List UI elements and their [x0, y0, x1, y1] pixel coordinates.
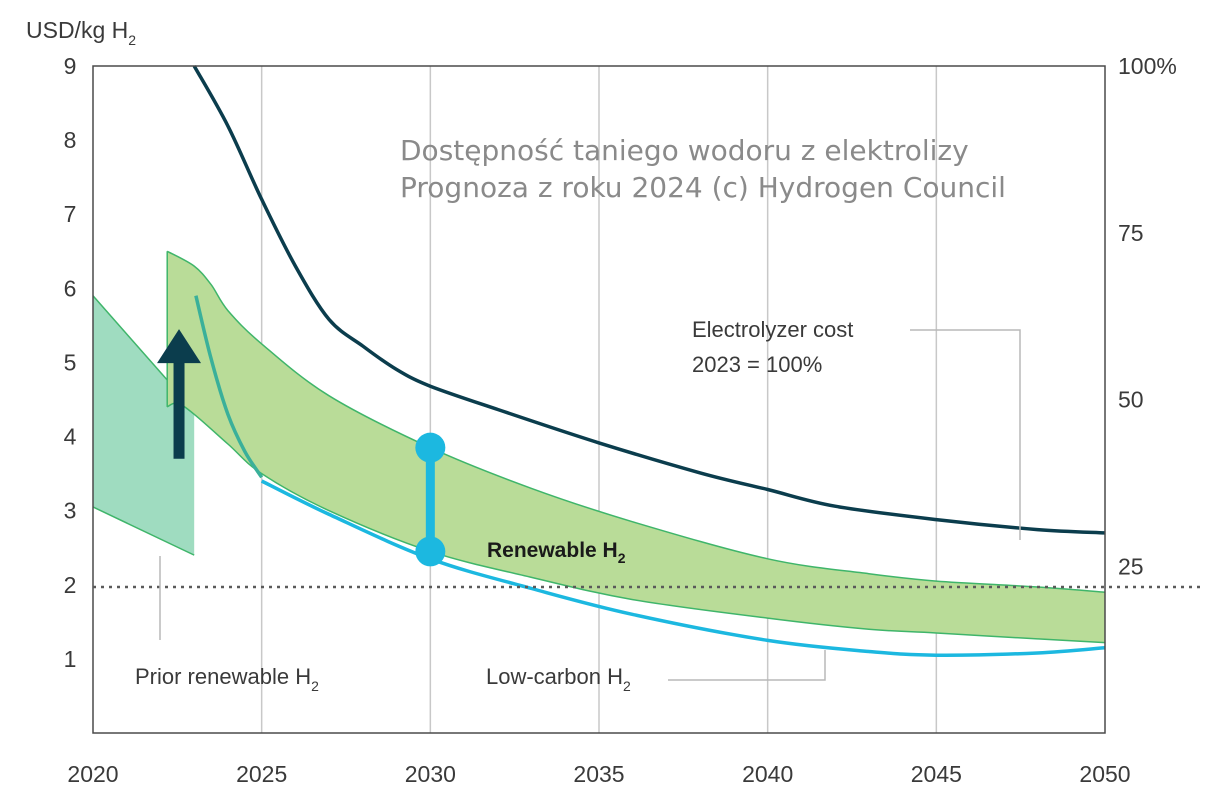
electrolyzer-annotation-line-2: 2023 = 100%: [692, 352, 822, 377]
x-tick-label: 2020: [67, 761, 118, 787]
x-tick-label: 2050: [1079, 761, 1130, 787]
grid-lines: [260, 66, 938, 733]
y-left-tick-label: 6: [64, 275, 77, 301]
y-right-tick-label: 50: [1118, 387, 1144, 413]
prior-renewable-band: [93, 295, 195, 556]
y-left-tick-label: 9: [64, 53, 77, 79]
tick-labels: 2020 2025 2030 2035 2040 2045 2050 1 2 3 4 5 6 7 8 9 25 5…: [64, 53, 1177, 787]
y-left-tick-label: 4: [64, 424, 77, 450]
prior-renewable-label: Prior renewable H2: [135, 664, 319, 694]
data-bands: [92, 250, 1106, 644]
renewable-label: Renewable H2: [487, 539, 626, 566]
markers: [93, 329, 1200, 589]
low-carbon-label: Low-carbon H2: [486, 664, 631, 694]
y-left-tick-label: 8: [64, 127, 77, 153]
y-left-tick-label: 5: [64, 349, 77, 375]
gap-marker-top: [415, 432, 446, 463]
y-left-tick-label: 1: [64, 646, 77, 672]
renewable-steep-line: [194, 295, 264, 479]
data-lines: [192, 65, 1106, 657]
up-arrow-head: [157, 329, 202, 364]
overlay-title-line-2: Prognoza z roku 2024 (c) Hydrogen Counci…: [400, 171, 1006, 204]
x-tick-label: 2035: [573, 761, 624, 787]
renewable-upper-edge: [166, 250, 1106, 593]
electrolyzer-annotation-line-1: Electrolyzer cost: [692, 317, 853, 342]
overlay-title-line-1: Dostępność taniego wodoru z elektrolizy: [400, 134, 969, 167]
plot-frame: [92, 65, 1106, 734]
renewable-lower-edge: [166, 402, 1106, 644]
low-carbon-line: [260, 479, 1106, 657]
y-right-tick-label: 25: [1118, 553, 1144, 579]
y-right-tick-label: 100%: [1118, 53, 1177, 79]
y-left-unit: USD/kg H2: [26, 17, 136, 48]
prior-renewable-lower-edge: [92, 506, 195, 556]
x-tick-label: 2040: [742, 761, 793, 787]
y-left-tick-label: 3: [64, 498, 77, 524]
x-tick-label: 2045: [911, 761, 962, 787]
x-tick-label: 2030: [405, 761, 456, 787]
low-carbon-leader: [668, 650, 826, 681]
renewable-band: [167, 251, 1105, 643]
y-left-tick-label: 2: [64, 572, 77, 598]
y-right-tick-label: 75: [1118, 220, 1144, 246]
electrolyzer-cost-line: [192, 65, 1106, 535]
gap-marker-bottom: [415, 536, 446, 567]
y-left-tick-label: 7: [64, 201, 77, 227]
electrolyzer-leader: [910, 329, 1021, 540]
x-tick-label: 2025: [236, 761, 287, 787]
